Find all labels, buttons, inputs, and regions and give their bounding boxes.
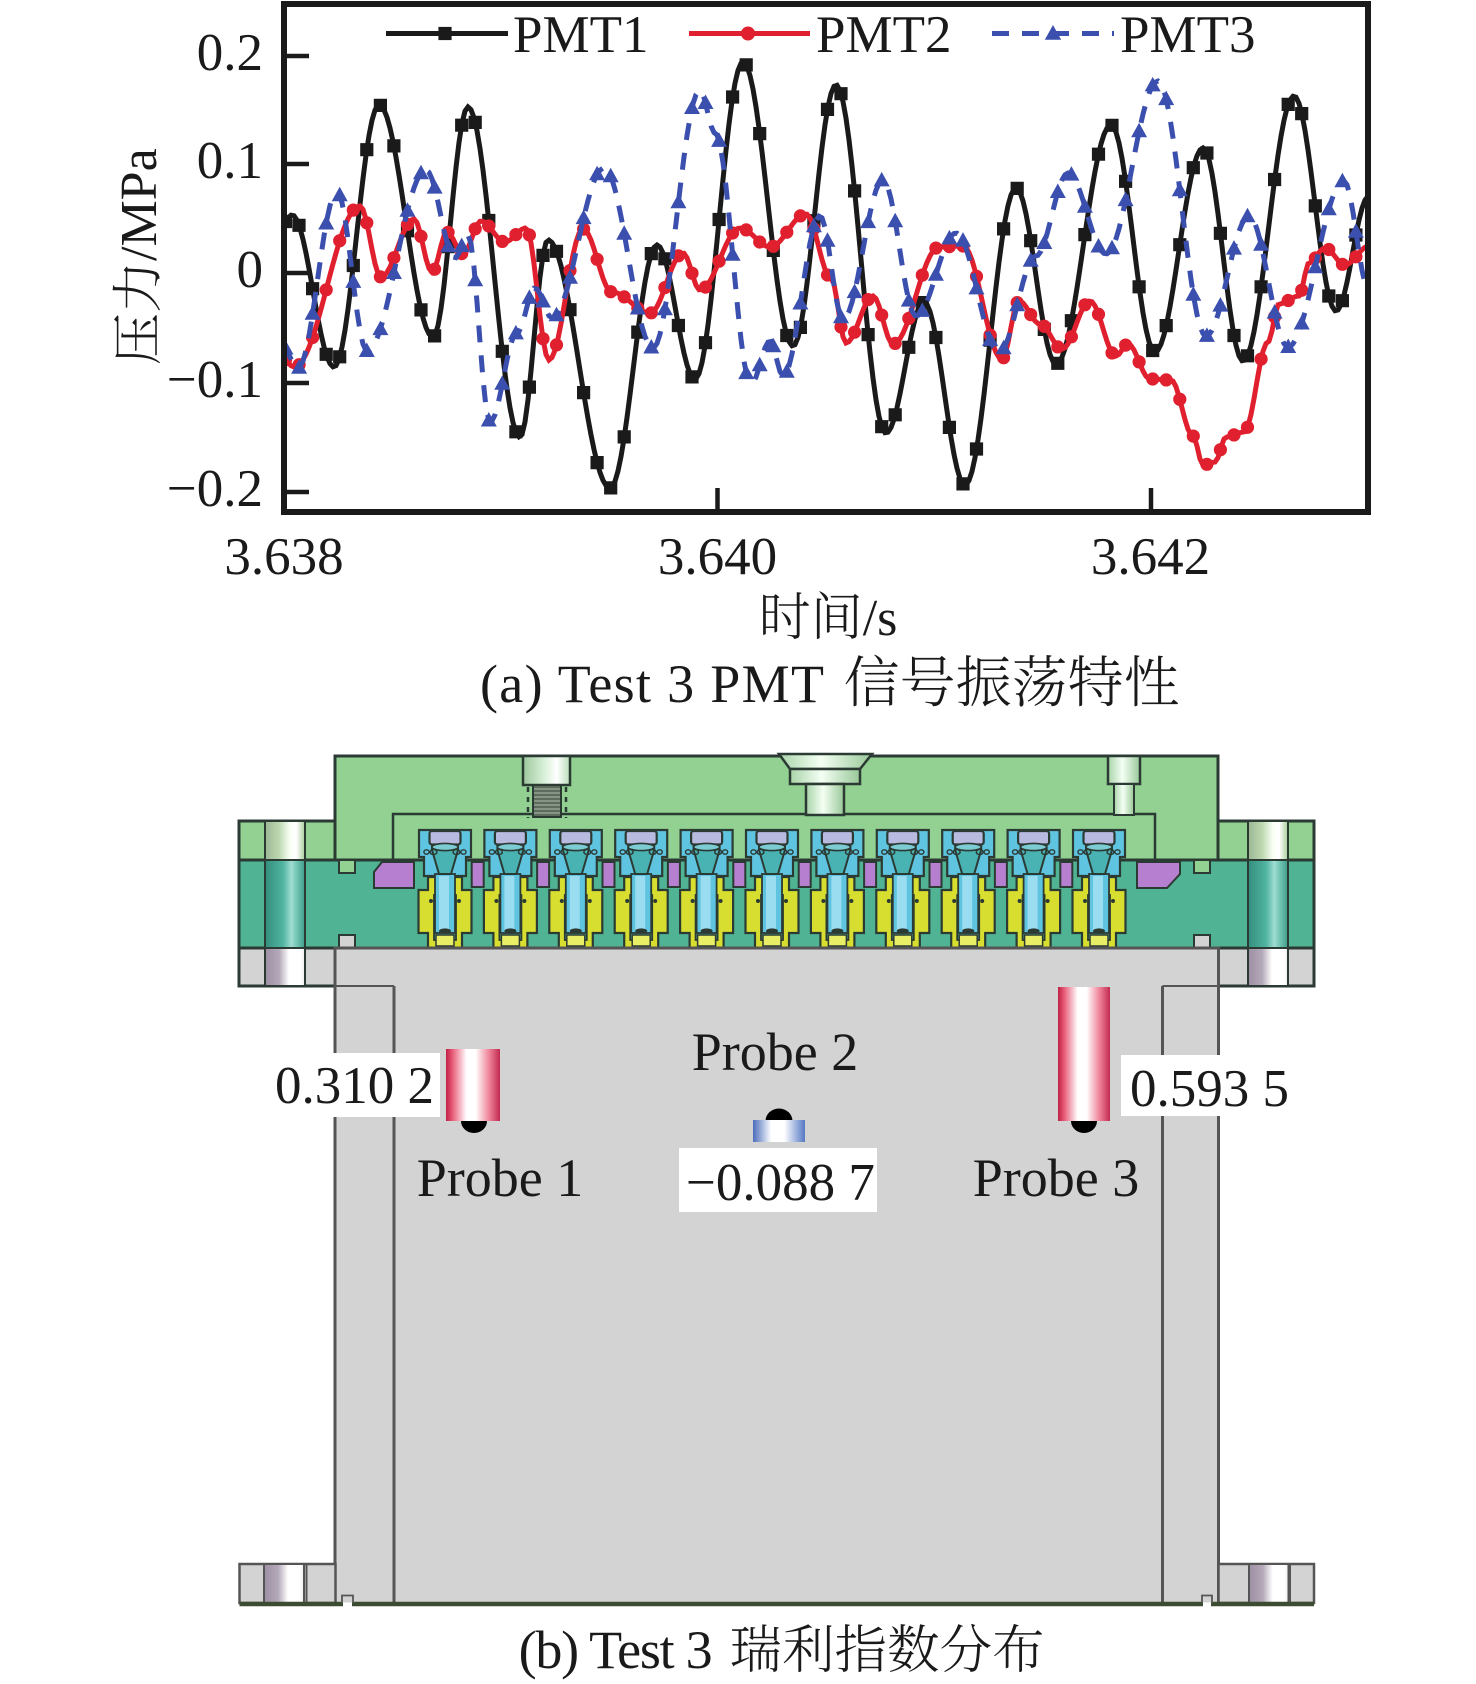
svg-text:3.638: 3.638 xyxy=(224,528,343,586)
svg-text:3.642: 3.642 xyxy=(1091,528,1210,586)
svg-text:PMT3: PMT3 xyxy=(1120,6,1255,64)
svg-text:/s: /s xyxy=(863,590,898,647)
svg-text:Probe 1: Probe 1 xyxy=(417,1148,583,1208)
svg-text:0.2: 0.2 xyxy=(197,24,263,82)
svg-text:(b) Test 3: (b) Test 3 xyxy=(519,1620,712,1680)
svg-text:PMT2: PMT2 xyxy=(816,6,951,64)
svg-text:−0.2: −0.2 xyxy=(167,460,263,518)
svg-text:PMT1: PMT1 xyxy=(513,6,648,64)
svg-text:0.1: 0.1 xyxy=(197,132,263,190)
svg-text:0.593 5: 0.593 5 xyxy=(1130,1060,1289,1118)
svg-text:−0.088 7: −0.088 7 xyxy=(686,1154,875,1212)
svg-text:0: 0 xyxy=(237,241,264,299)
svg-text:/MPa: /MPa xyxy=(111,148,168,261)
svg-text:3.640: 3.640 xyxy=(658,528,777,586)
svg-text:0.310 2: 0.310 2 xyxy=(275,1057,434,1115)
svg-text:Probe 3: Probe 3 xyxy=(973,1148,1139,1208)
svg-text:−0.1: −0.1 xyxy=(167,351,263,409)
svg-text:(a) Test 3 PMT: (a) Test 3 PMT xyxy=(480,654,825,714)
svg-text:Probe 2: Probe 2 xyxy=(692,1022,858,1082)
